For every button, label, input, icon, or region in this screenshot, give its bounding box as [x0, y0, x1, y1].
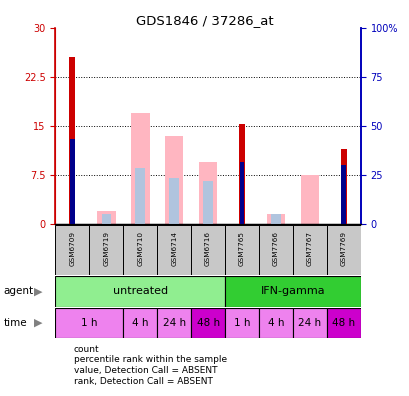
Text: GSM6719: GSM6719: [103, 231, 109, 267]
Text: GSM6710: GSM6710: [137, 231, 143, 267]
FancyBboxPatch shape: [191, 225, 225, 275]
Bar: [300, 175, 319, 224]
Bar: [239, 162, 244, 224]
Bar: [70, 139, 74, 224]
Bar: [169, 178, 178, 224]
Text: GSM7766: GSM7766: [272, 231, 278, 267]
Bar: [292, 308, 326, 338]
Text: GSM6709: GSM6709: [69, 231, 75, 267]
Bar: [270, 214, 280, 224]
Bar: [69, 57, 75, 224]
Text: IFN-gamma: IFN-gamma: [260, 286, 324, 297]
Text: 1 h: 1 h: [233, 318, 249, 328]
FancyBboxPatch shape: [157, 225, 191, 275]
Text: rank, Detection Call = ABSENT: rank, Detection Call = ABSENT: [74, 377, 212, 386]
Bar: [130, 112, 149, 224]
Text: 48 h: 48 h: [331, 318, 355, 328]
FancyBboxPatch shape: [225, 225, 258, 275]
Text: ▶: ▶: [34, 318, 42, 328]
Bar: [341, 165, 345, 224]
Bar: [135, 168, 145, 224]
Bar: [101, 214, 111, 224]
Bar: [340, 148, 346, 224]
Text: GSM6714: GSM6714: [171, 231, 177, 267]
Text: 4 h: 4 h: [267, 318, 283, 328]
Bar: [97, 211, 115, 224]
Bar: [225, 308, 258, 338]
Text: 1 h: 1 h: [81, 318, 97, 328]
Bar: [238, 124, 245, 224]
Text: 48 h: 48 h: [196, 318, 219, 328]
Bar: [123, 308, 157, 338]
Text: count: count: [74, 345, 99, 354]
Bar: [326, 308, 360, 338]
Bar: [55, 276, 225, 307]
FancyBboxPatch shape: [326, 225, 360, 275]
Text: untreated: untreated: [112, 286, 167, 297]
Bar: [225, 276, 360, 307]
Text: 24 h: 24 h: [298, 318, 321, 328]
Bar: [258, 308, 292, 338]
Bar: [55, 308, 123, 338]
Text: ▶: ▶: [34, 286, 42, 297]
FancyBboxPatch shape: [123, 225, 157, 275]
Text: GSM7765: GSM7765: [238, 231, 245, 267]
Text: value, Detection Call = ABSENT: value, Detection Call = ABSENT: [74, 366, 217, 375]
FancyBboxPatch shape: [258, 225, 292, 275]
Text: GSM7769: GSM7769: [340, 231, 346, 267]
FancyBboxPatch shape: [89, 225, 123, 275]
Text: GSM6716: GSM6716: [204, 231, 211, 267]
Bar: [191, 308, 225, 338]
Bar: [266, 214, 285, 224]
Bar: [164, 135, 183, 224]
FancyBboxPatch shape: [292, 225, 326, 275]
Text: time: time: [3, 318, 27, 328]
Text: agent: agent: [3, 286, 33, 297]
Text: 4 h: 4 h: [132, 318, 148, 328]
Text: GSM7767: GSM7767: [306, 231, 312, 267]
Text: GDS1846 / 37286_at: GDS1846 / 37286_at: [136, 14, 273, 27]
FancyBboxPatch shape: [55, 225, 89, 275]
Text: 24 h: 24 h: [162, 318, 185, 328]
Text: percentile rank within the sample: percentile rank within the sample: [74, 356, 226, 364]
Bar: [203, 181, 212, 224]
Bar: [198, 162, 217, 224]
Bar: [157, 308, 191, 338]
